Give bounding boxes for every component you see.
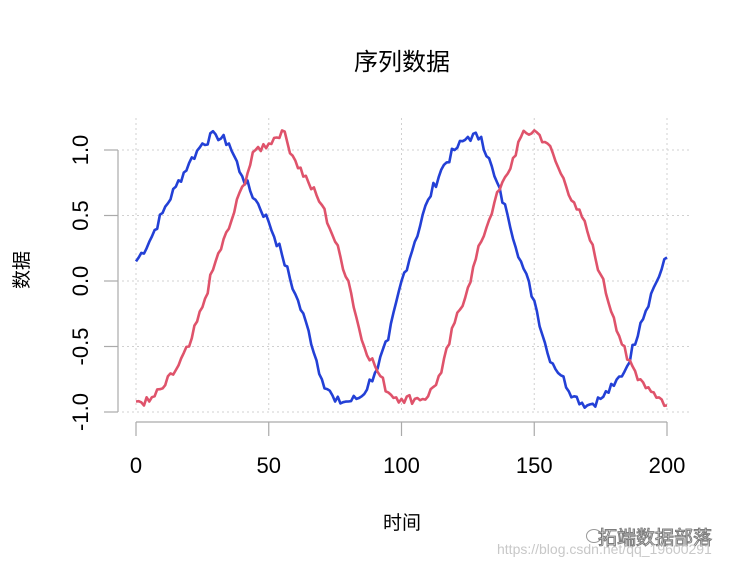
x-tick-label: 100 bbox=[383, 453, 420, 478]
watermark-brand: 拓端数据部落 bbox=[597, 527, 713, 550]
watermark-wechat-icon bbox=[586, 529, 602, 543]
red-series-line bbox=[135, 129, 668, 408]
x-tick-label: 0 bbox=[130, 453, 142, 478]
y-tick-label: 0.5 bbox=[68, 200, 93, 231]
x-axis-label: 时间 bbox=[383, 512, 421, 534]
chart-title: 序列数据 bbox=[354, 48, 450, 76]
y-tick-label: 1.0 bbox=[68, 135, 93, 166]
y-tick-label: 0.0 bbox=[68, 266, 93, 297]
axes: 0 50 100 150 200 -1.0 -0.5 0.0 0.5 1.0 bbox=[68, 135, 685, 478]
y-tick-label: -0.5 bbox=[68, 328, 93, 366]
y-axis-label: 数据 bbox=[11, 251, 33, 289]
data-series bbox=[134, 129, 668, 410]
grid-lines bbox=[122, 118, 690, 413]
x-tick-label: 200 bbox=[649, 453, 686, 478]
watermark-url: https://blog.csdn.net/qq_19600291 bbox=[497, 541, 712, 557]
x-tick-label: 150 bbox=[516, 453, 553, 478]
blue-series-line bbox=[134, 129, 668, 410]
x-tick-label: 50 bbox=[257, 453, 281, 478]
y-tick-label: -1.0 bbox=[68, 393, 93, 431]
